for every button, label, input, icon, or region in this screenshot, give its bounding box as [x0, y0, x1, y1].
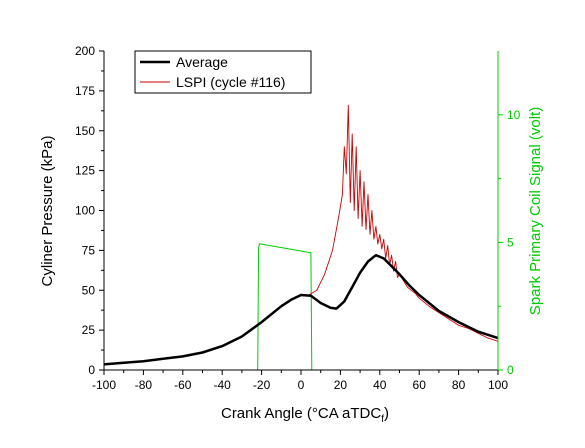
- plot-area: [103, 104, 499, 371]
- x-tick-label: 20: [334, 378, 348, 392]
- y-tick-label: 175: [75, 84, 95, 98]
- x-tick-label: -40: [214, 378, 232, 392]
- y2-tick-label: 10: [507, 108, 521, 122]
- y2-tick-label: 5: [507, 235, 514, 249]
- x-tick-label: 40: [373, 378, 387, 392]
- y2-axis-title: Spark Primary Coil Signal (volt): [527, 107, 544, 315]
- legend-box: [134, 50, 312, 94]
- y-tick-label: 200: [75, 44, 95, 58]
- x-tick-label: -100: [92, 378, 116, 392]
- legend-label-lspi: LSPI (cycle #116): [176, 74, 285, 90]
- x-tick-label: 100: [488, 378, 508, 392]
- average-series-line: [103, 253, 499, 366]
- y-tick-label: 0: [88, 363, 95, 377]
- x-tick-label: -20: [253, 378, 271, 392]
- spark-signal-line: [257, 243, 498, 371]
- x-axis-title: Crank Angle (°CA aTDCf): [221, 405, 389, 425]
- axes: -100 -80 -60 -40 -20 0 20 40 60 80 100025507510012…: [75, 44, 521, 392]
- x-tick-label: -80: [135, 378, 153, 392]
- y-tick-label: 75: [82, 243, 96, 257]
- y2-tick-label: 0: [507, 363, 514, 377]
- y-tick-label: 125: [75, 164, 95, 178]
- y-tick-label: 150: [75, 124, 95, 138]
- y-tick-label: 100: [75, 204, 95, 218]
- y-axis-title: Cyliner Pressure (kPa): [39, 136, 56, 287]
- y-tick-label: 50: [82, 283, 96, 297]
- lspi-series-line: [103, 104, 499, 365]
- y-tick-label: 25: [82, 323, 96, 337]
- legend: Average LSPI (cycle #116): [134, 50, 312, 94]
- x-tick-label: 60: [413, 378, 427, 392]
- x-tick-label: -60: [174, 378, 192, 392]
- x-tick-label: 80: [452, 378, 466, 392]
- legend-label-average: Average: [176, 54, 228, 70]
- x-tick-label: 0: [298, 378, 305, 392]
